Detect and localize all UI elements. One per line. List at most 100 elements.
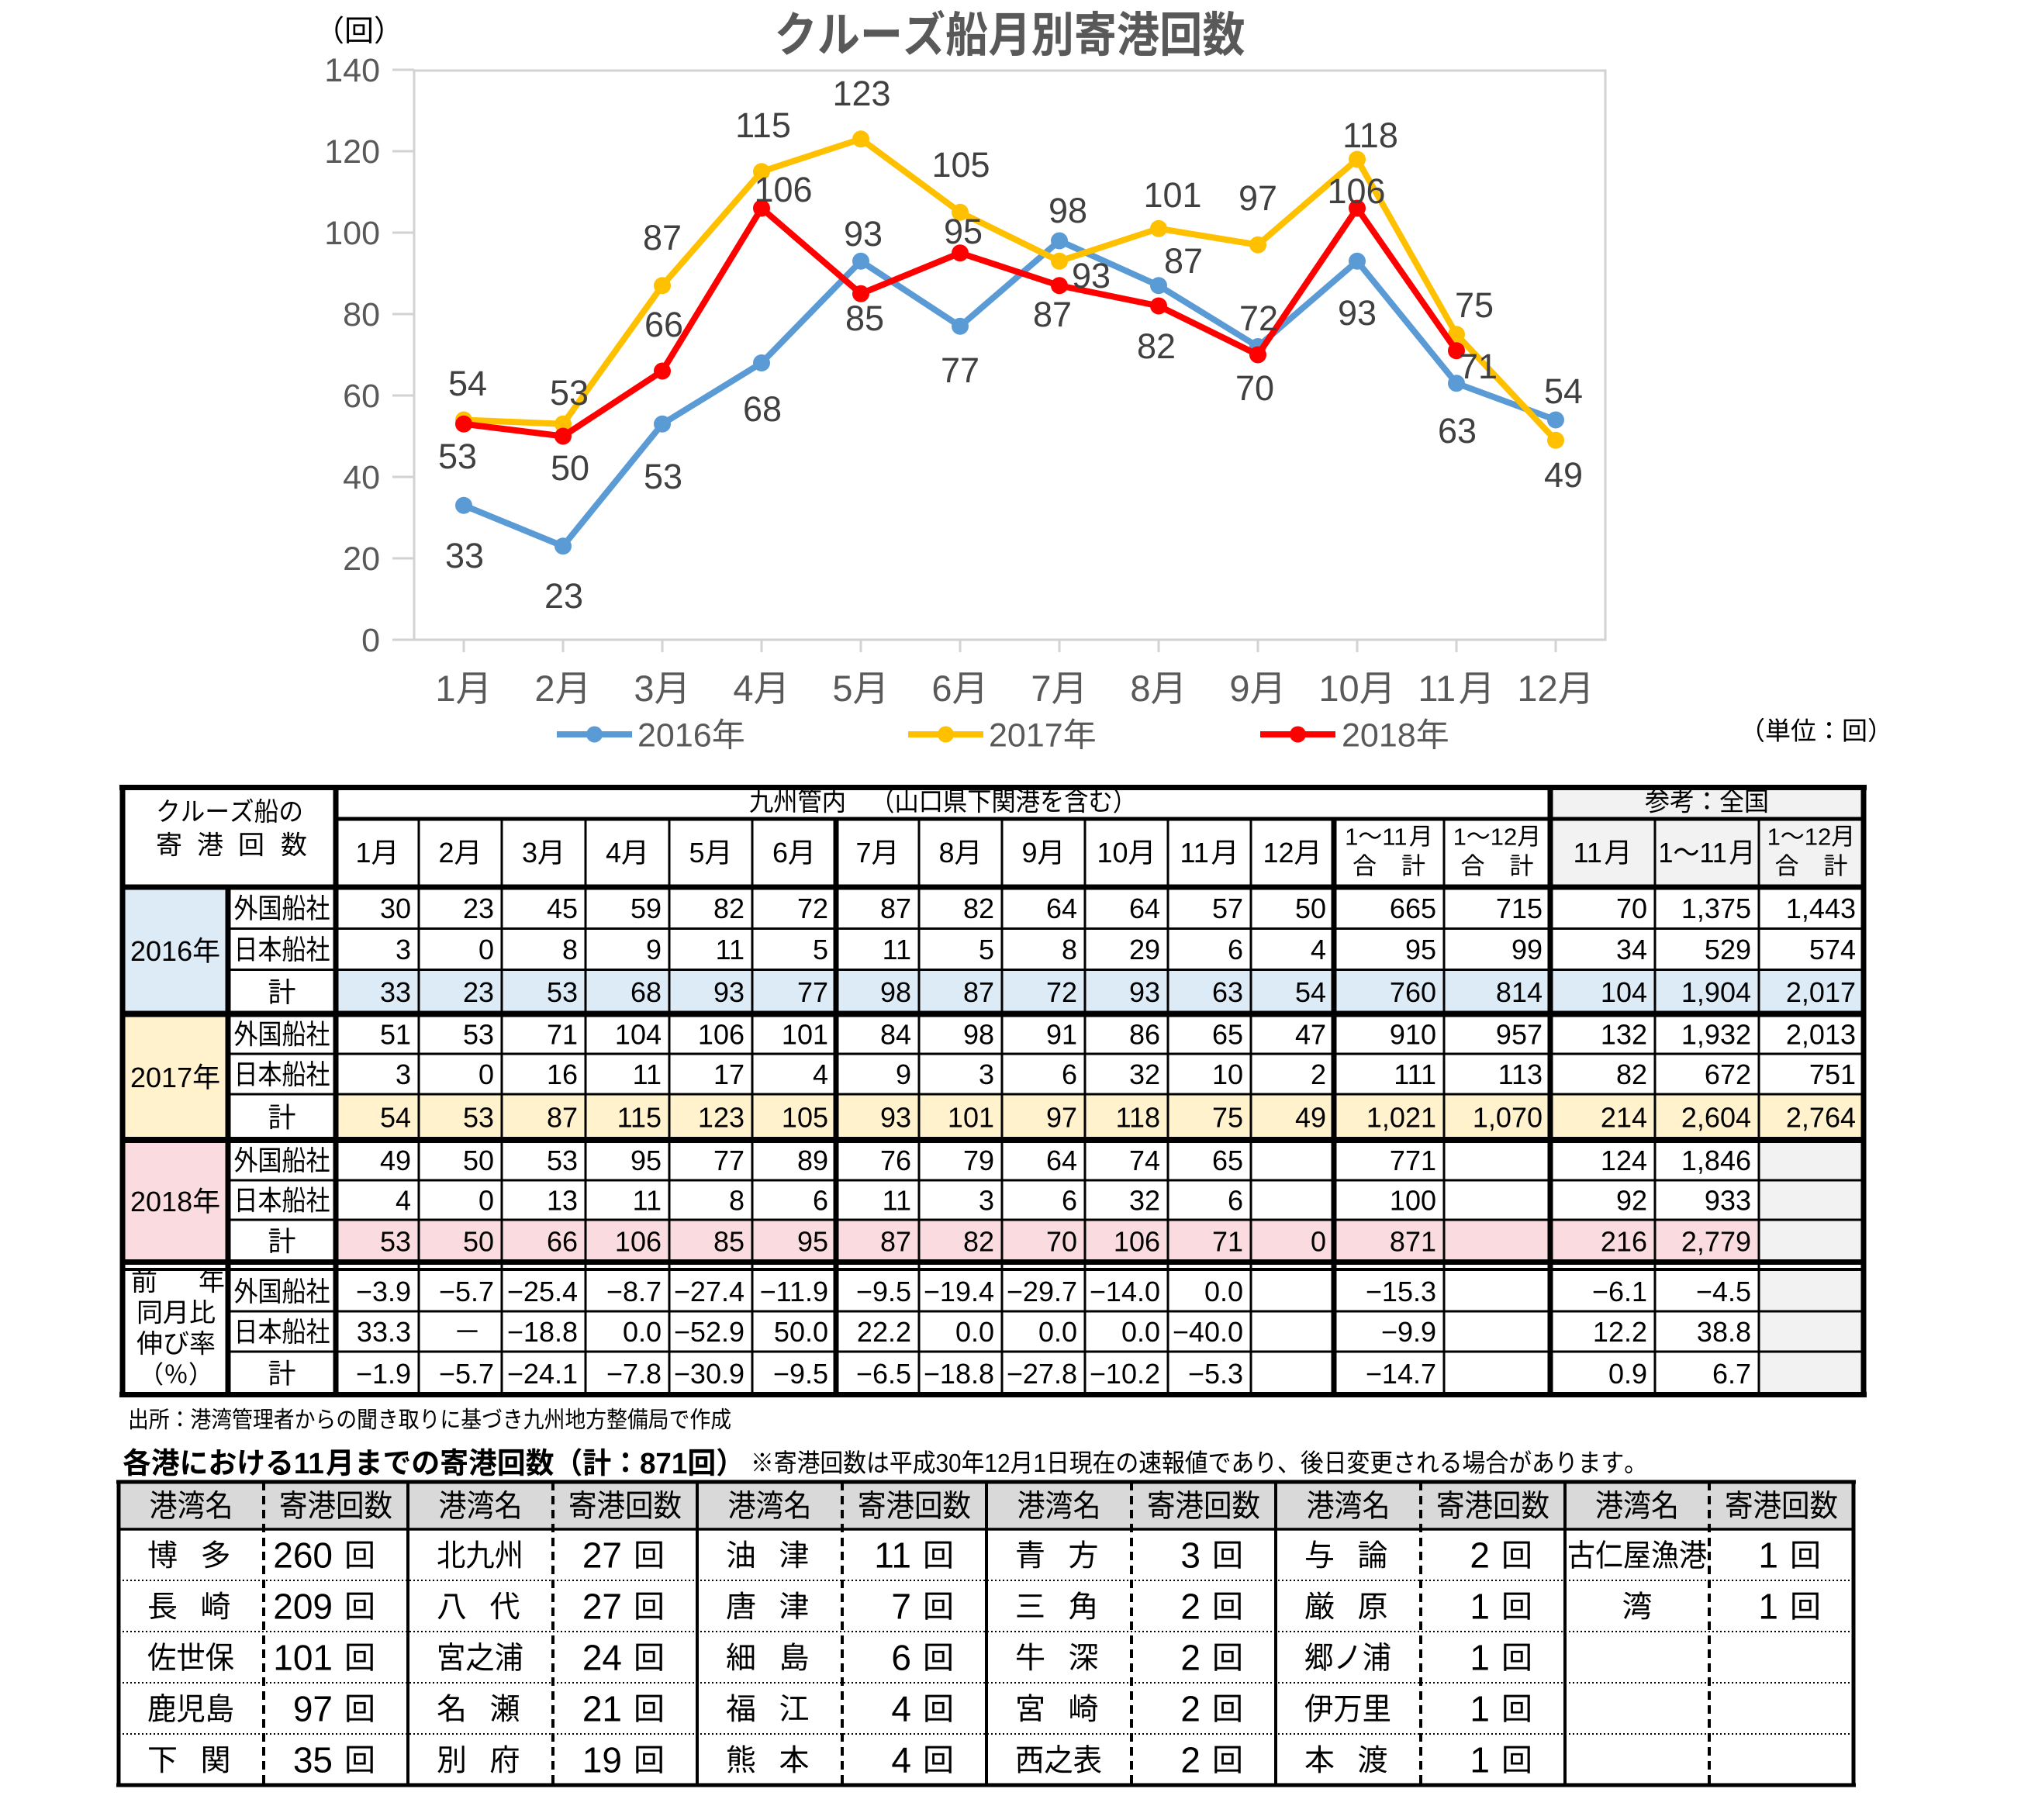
svg-text:57: 57: [1212, 893, 1243, 924]
svg-text:−19.4: −19.4: [924, 1276, 994, 1307]
svg-text:−7.8: −7.8: [606, 1358, 662, 1390]
svg-text:0.0: 0.0: [1038, 1316, 1077, 1348]
svg-text:4: 4: [891, 1688, 911, 1728]
svg-text:47: 47: [1295, 1019, 1326, 1051]
svg-text:8: 8: [1062, 934, 1077, 965]
svg-text:−3.9: −3.9: [356, 1276, 411, 1307]
svg-text:115: 115: [617, 1102, 662, 1134]
svg-text:1: 1: [1470, 1739, 1490, 1780]
svg-text:1: 1: [1453, 823, 1467, 850]
svg-text:50: 50: [463, 1226, 494, 1258]
svg-text:11: 11: [633, 1059, 662, 1090]
svg-text:9: 9: [1229, 668, 1249, 709]
svg-text:77: 77: [797, 976, 828, 1008]
svg-text:814: 814: [1496, 976, 1543, 1008]
svg-text:87: 87: [963, 976, 994, 1008]
svg-text:132: 132: [1601, 1019, 1647, 1051]
svg-text:771: 771: [1390, 1145, 1436, 1176]
svg-text:4: 4: [1311, 934, 1326, 965]
svg-text:5: 5: [813, 934, 828, 965]
svg-text:27: 27: [582, 1535, 622, 1575]
svg-text:95: 95: [1405, 934, 1436, 965]
svg-text:13: 13: [547, 1185, 578, 1217]
svg-text:9: 9: [1022, 837, 1038, 869]
svg-text:−4.5: −4.5: [1696, 1276, 1751, 1307]
svg-text:97: 97: [293, 1688, 333, 1728]
svg-text:2: 2: [1180, 1688, 1201, 1728]
svg-text:11: 11: [1574, 837, 1602, 869]
svg-text:1,932: 1,932: [1681, 1019, 1751, 1051]
svg-text:2017: 2017: [989, 717, 1063, 755]
svg-text:99: 99: [1511, 934, 1543, 965]
svg-text:97: 97: [1239, 178, 1277, 218]
svg-text:95: 95: [797, 1226, 828, 1258]
svg-text:6: 6: [931, 668, 952, 709]
svg-text:27: 27: [582, 1586, 622, 1626]
svg-text:33: 33: [380, 976, 411, 1008]
svg-text:6: 6: [1228, 1185, 1243, 1217]
svg-text:2,013: 2,013: [1786, 1019, 1856, 1051]
svg-text:101: 101: [1143, 175, 1201, 215]
svg-text:118: 118: [1116, 1102, 1160, 1134]
svg-text:98: 98: [880, 976, 911, 1008]
svg-text:209: 209: [273, 1586, 333, 1626]
svg-text:−18.8: −18.8: [924, 1358, 994, 1390]
svg-text:5: 5: [689, 837, 705, 869]
svg-text:87: 87: [880, 893, 911, 924]
svg-text:80: 80: [343, 296, 380, 333]
svg-text:11: 11: [883, 934, 911, 965]
svg-text:4: 4: [733, 668, 753, 709]
svg-text:76: 76: [880, 1145, 911, 1176]
svg-text:82: 82: [1137, 326, 1176, 366]
svg-text:115: 115: [735, 105, 791, 145]
svg-text:6: 6: [813, 1185, 828, 1217]
svg-text:29: 29: [1129, 934, 1160, 965]
svg-text:0.0: 0.0: [1204, 1276, 1243, 1307]
svg-text:68: 68: [743, 389, 782, 429]
svg-text:260: 260: [273, 1535, 333, 1575]
svg-text:9: 9: [646, 934, 662, 965]
svg-text:49: 49: [1295, 1102, 1326, 1134]
svg-text:4: 4: [813, 1059, 828, 1090]
svg-text:34: 34: [1616, 934, 1647, 965]
svg-text:1: 1: [1345, 823, 1358, 850]
svg-text:87: 87: [643, 218, 682, 257]
svg-text:7: 7: [891, 1586, 911, 1626]
svg-text:40: 40: [343, 459, 380, 496]
svg-text:2,779: 2,779: [1681, 1226, 1751, 1258]
svg-text:35: 35: [293, 1739, 333, 1780]
svg-text:49: 49: [380, 1145, 411, 1176]
svg-text:22.2: 22.2: [857, 1316, 911, 1348]
svg-text:92: 92: [1616, 1185, 1647, 1217]
svg-text:84: 84: [880, 1019, 911, 1051]
svg-text:140: 140: [324, 52, 380, 89]
svg-text:93: 93: [1129, 976, 1160, 1008]
svg-text:3: 3: [979, 1185, 994, 1217]
svg-text:0.9: 0.9: [1608, 1358, 1647, 1390]
svg-text:2: 2: [1470, 1535, 1490, 1575]
svg-text:93: 93: [1072, 256, 1111, 295]
svg-text:3: 3: [1180, 1535, 1201, 1575]
svg-text:32: 32: [1129, 1185, 1160, 1217]
svg-text:53: 53: [463, 1019, 494, 1051]
svg-text:12: 12: [1491, 823, 1517, 850]
svg-text:8: 8: [939, 837, 955, 869]
svg-text:−1.9: −1.9: [356, 1358, 411, 1390]
svg-text:70: 70: [1235, 368, 1274, 408]
svg-text:87: 87: [1033, 295, 1072, 334]
svg-text:64: 64: [1046, 1145, 1077, 1176]
svg-text:106: 106: [754, 170, 812, 209]
svg-text:7: 7: [856, 837, 872, 869]
svg-text:−9.9: −9.9: [1381, 1316, 1436, 1348]
svg-text:87: 87: [547, 1102, 578, 1134]
svg-text:1: 1: [1659, 837, 1674, 869]
svg-text:95: 95: [944, 212, 983, 251]
svg-text:2: 2: [1180, 1586, 1201, 1626]
svg-text:70: 70: [1616, 893, 1647, 924]
svg-text:6: 6: [1062, 1185, 1077, 1217]
svg-text:−24.1: −24.1: [507, 1358, 578, 1390]
svg-text:105: 105: [931, 145, 990, 185]
svg-text:−14.0: −14.0: [1090, 1276, 1160, 1307]
svg-text:6.7: 6.7: [1712, 1358, 1751, 1390]
svg-text:1: 1: [1470, 1688, 1490, 1728]
